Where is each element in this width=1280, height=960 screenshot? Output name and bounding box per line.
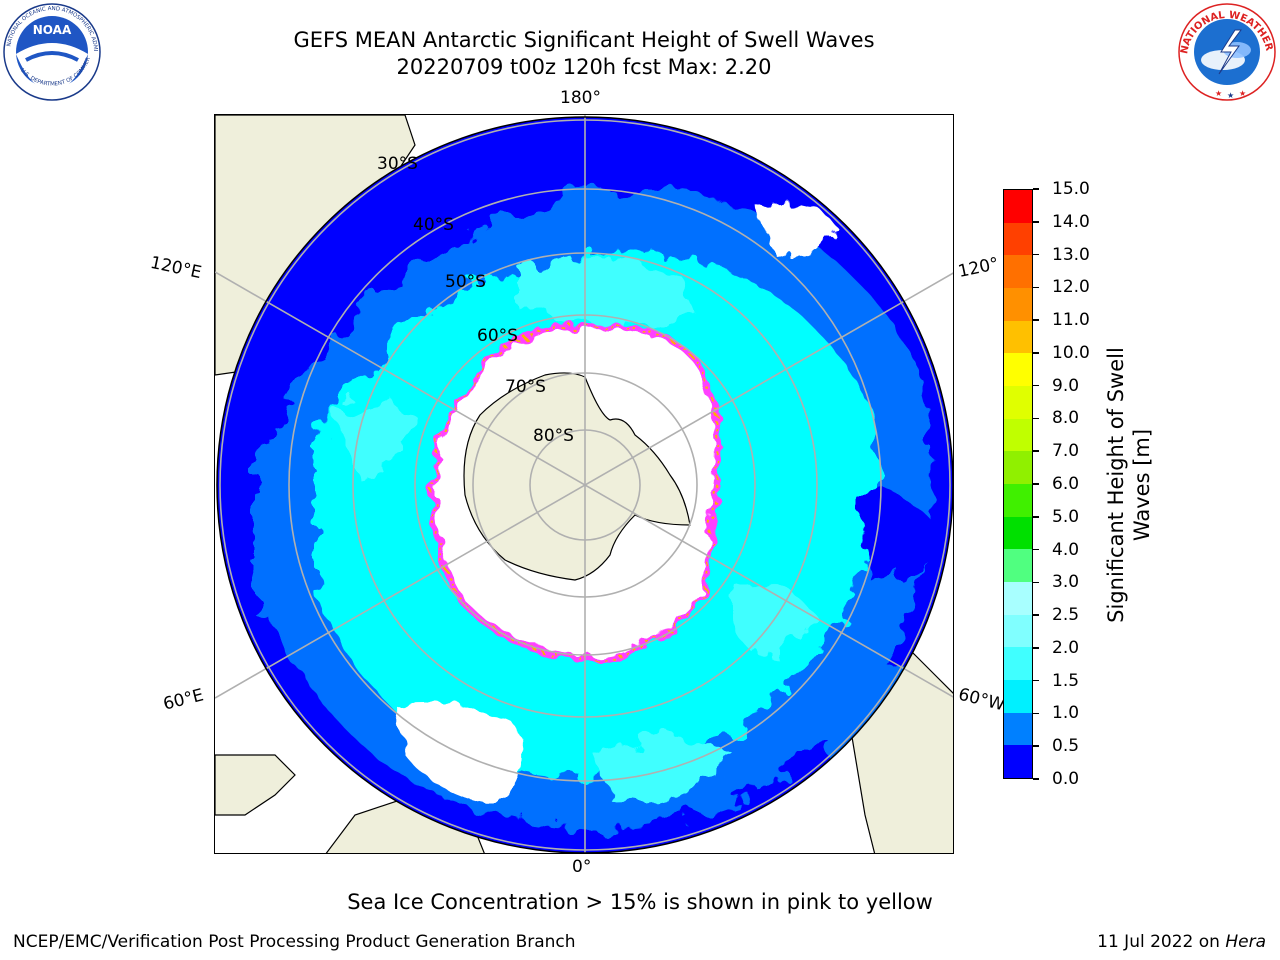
colorbar-tick (1033, 679, 1039, 682)
lon-label-120w: 120° (956, 253, 1001, 283)
colorbar-tick-label: 1.0 (1052, 703, 1080, 724)
colorbar-tick (1033, 319, 1039, 321)
colorbar-tick (1033, 221, 1039, 223)
colorbar-tick (1033, 417, 1039, 420)
ocean-swell-field (217, 117, 953, 853)
colorbar-tick (1033, 286, 1039, 289)
lat-label-30s: 30°S (377, 154, 418, 174)
colorbar-segment (1004, 222, 1032, 256)
noaa-logo-icon: NOAA NATIONAL OCEANIC AND ATMOSPHERIC AD… (0, 0, 102, 106)
colorbar-tick-label: 5.0 (1052, 506, 1080, 527)
colorbar-segment (1004, 353, 1032, 386)
antarctica (463, 372, 691, 581)
lon-label-120e: 120°E (148, 252, 204, 284)
svg-text:★: ★ (1239, 89, 1246, 98)
footer-host: Hera (1225, 932, 1266, 952)
svg-text:NOAA: NOAA (33, 23, 72, 37)
graticule (215, 115, 953, 853)
colorbar-segment (1004, 679, 1032, 713)
lon-label-180: 180° (560, 88, 601, 108)
lon-label-60e: 60°E (161, 685, 206, 715)
colorbar-tick (1033, 745, 1039, 747)
lon-label-60w: 60°W (956, 684, 1007, 716)
colorbar-tick-label: 0.0 (1052, 769, 1080, 789)
lat-label-40s: 40°S (413, 215, 454, 235)
colorbar-segment (1004, 255, 1032, 288)
colorbar-segment (1004, 189, 1032, 223)
colorbar-segment (1004, 614, 1032, 648)
svg-text:★: ★ (1227, 91, 1234, 100)
colorbar-segment (1004, 320, 1032, 354)
colorbar-tick-label: 14.0 (1052, 211, 1090, 232)
colorbar-tick-label: 15.0 (1052, 179, 1090, 199)
colorbar-tick (1033, 712, 1039, 715)
colorbar-tick (1033, 253, 1039, 256)
colorbar-segment (1004, 385, 1032, 419)
chart-title: GEFS MEAN Antarctic Significant Height o… (293, 28, 875, 52)
colorbar-tick (1033, 450, 1039, 452)
colorbar-segment (1004, 516, 1032, 550)
colorbar-tick-label: 0.5 (1052, 736, 1080, 757)
colorbar-tick (1033, 647, 1039, 649)
footer-date: 11 Jul 2022 on (1097, 932, 1226, 952)
lon-label-0: 0° (572, 857, 592, 877)
colorbar-tick (1033, 581, 1039, 584)
lat-label-70s: 70°S (505, 377, 546, 397)
colorbar-tick-label: 2.5 (1052, 605, 1080, 626)
colorbar-segment (1004, 451, 1032, 484)
colorbar-tick-label: 7.0 (1052, 441, 1080, 462)
colorbar-segment (1004, 418, 1032, 452)
colorbar-segment (1004, 287, 1032, 321)
colorbar-tick-label: 12.0 (1052, 277, 1090, 298)
lat-label-60s: 60°S (477, 326, 518, 346)
colorbar-segment (1004, 549, 1032, 582)
colorbar-tick (1033, 483, 1039, 485)
colorbar-segment (1004, 581, 1032, 615)
colorbar-tick-label: 2.0 (1052, 637, 1080, 658)
colorbar-tick-label: 9.0 (1052, 375, 1080, 396)
colorbar-tick-label: 13.0 (1052, 244, 1090, 265)
colorbar-tick-label: 4.0 (1052, 539, 1080, 560)
svg-text:★: ★ (1215, 89, 1222, 98)
nws-logo-icon: NATIONAL WEATHER SERVICE ★ ★ ★ (1173, 0, 1278, 106)
colorbar-tick (1033, 778, 1039, 780)
colorbar-tick (1033, 188, 1039, 190)
colorbar-segment (1004, 745, 1032, 778)
colorbar-tick (1033, 384, 1039, 387)
sea-ice-footnote: Sea Ice Concentration > 15% is shown in … (347, 890, 933, 914)
colorbar-segment (1004, 647, 1032, 680)
footer-timestamp: 11 Jul 2022 on Hera (1097, 932, 1266, 952)
colorbar (1003, 189, 1033, 779)
footer-credit: NCEP/EMC/Verification Post Processing Pr… (13, 932, 576, 952)
lat-label-50s: 50°S (445, 272, 486, 292)
colorbar-tick-label: 3.0 (1052, 572, 1080, 593)
colorbar-tick-label: 11.0 (1052, 310, 1090, 331)
colorbar-title: Significant Height of Swell Waves [m] (1104, 347, 1154, 623)
colorbar-tick (1033, 352, 1039, 354)
colorbar-tick (1033, 614, 1039, 616)
chart-subtitle: 20220709 t00z 120h fcst Max: 2.20 (396, 55, 772, 79)
colorbar-tick-label: 1.5 (1052, 670, 1080, 691)
colorbar-segment (1004, 712, 1032, 746)
colorbar-tick-label: 8.0 (1052, 408, 1080, 429)
polar-map: 30°S 40°S 50°S 60°S 70°S 80°S (214, 114, 954, 854)
colorbar-segment (1004, 483, 1032, 517)
colorbar-tick-label: 10.0 (1052, 342, 1090, 363)
colorbar-tick-label: 6.0 (1052, 474, 1080, 494)
colorbar-tick (1033, 516, 1039, 518)
colorbar-tick (1033, 548, 1039, 551)
lat-label-80s: 80°S (533, 426, 574, 446)
